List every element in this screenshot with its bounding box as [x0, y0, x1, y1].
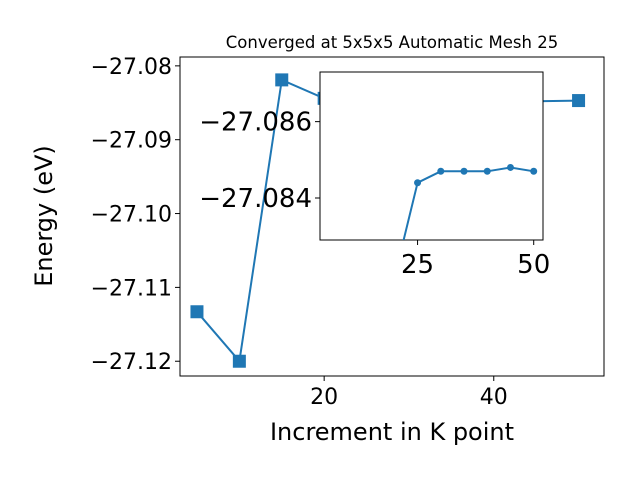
inset-data-point: [530, 167, 538, 175]
main-y-tick-label: −27.08: [91, 55, 172, 80]
inset-x-tick-label: 25: [401, 250, 434, 280]
inset-x-ticks: 25 50: [401, 240, 550, 280]
main-x-ticks: 20 40: [310, 376, 508, 410]
inset-axes: 25 50 −27.086 −27.084: [199, 71, 550, 280]
x-axis-label: Increment in K point: [270, 418, 514, 446]
inset-series: [402, 163, 538, 240]
main-data-point: [275, 73, 289, 87]
main-data-point: [232, 354, 246, 368]
inset-y-tick-label: −27.084: [199, 184, 312, 214]
main-y-tick-label: −27.11: [91, 276, 172, 301]
main-y-ticks: −27.08 −27.09 −27.10 −27.11 −27.12: [91, 55, 180, 375]
y-axis-label: Energy (eV): [30, 145, 58, 287]
main-y-tick-label: −27.10: [91, 203, 172, 228]
main-data-point: [190, 305, 204, 319]
inset-data-point: [414, 179, 422, 187]
main-x-tick-label: 20: [310, 385, 338, 410]
inset-y-ticks: −27.086 −27.084: [199, 108, 320, 214]
inset-data-point: [483, 167, 491, 175]
inset-plot-area: [319, 71, 544, 241]
inset-y-tick-label: −27.086: [199, 108, 312, 138]
main-data-point: [572, 94, 586, 108]
inset-data-point: [437, 167, 445, 175]
main-y-tick-label: −27.12: [91, 350, 172, 375]
chart-title: Converged at 5x5x5 Automatic Mesh 25: [226, 33, 558, 52]
inset-data-point: [460, 167, 468, 175]
inset-x-tick-label: 50: [517, 250, 550, 280]
main-x-tick-label: 40: [480, 385, 508, 410]
inset-data-point: [506, 163, 514, 171]
main-y-tick-label: −27.09: [91, 129, 172, 154]
